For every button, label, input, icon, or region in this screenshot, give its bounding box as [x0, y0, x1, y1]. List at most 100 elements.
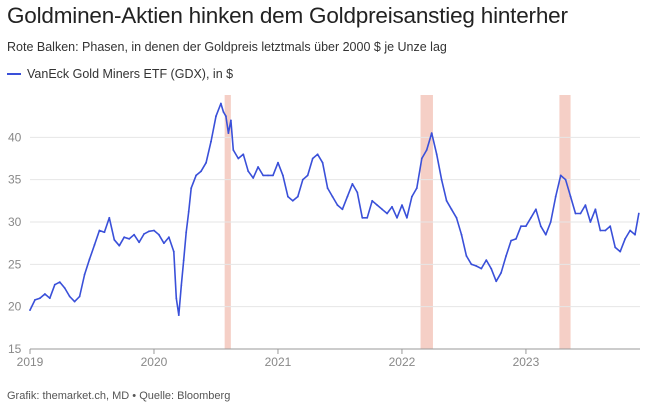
data-point-5: [53, 283, 56, 286]
data-point-108: [535, 208, 537, 211]
data-point-121: [599, 229, 602, 232]
data-point-42: [220, 102, 222, 105]
chart-footer: Grafik: themarket.ch, MD • Quelle: Bloom…: [7, 390, 231, 402]
data-point-18: [118, 244, 121, 247]
data-point-87: [430, 132, 433, 135]
data-point-43: [222, 111, 225, 113]
y-axis: 15 20 25 30 35 40: [8, 130, 22, 356]
data-point-31: [177, 314, 180, 316]
data-point-114: [564, 178, 567, 181]
series-line-gdx: [29, 102, 640, 316]
data-point-66: [326, 187, 329, 190]
legend: VanEck Gold Miners ETF (GDX), in $: [7, 67, 233, 81]
data-point-21: [133, 233, 136, 236]
data-point-125: [619, 250, 622, 253]
data-point-54: [267, 174, 269, 177]
data-point-69: [341, 208, 344, 211]
data-point-27: [163, 242, 165, 245]
data-point-2: [39, 297, 41, 300]
data-point-76: [376, 204, 379, 207]
data-point-70: [346, 195, 349, 198]
y-tick-label-25: 25: [8, 257, 22, 271]
data-point-56: [277, 161, 279, 164]
data-point-55: [272, 174, 274, 177]
data-point-58: [287, 195, 289, 198]
data-point-30: [175, 297, 178, 300]
data-point-101: [500, 271, 502, 274]
data-point-62: [306, 174, 309, 177]
data-point-41: [215, 115, 217, 118]
chart-subtitle: Rote Balken: Phasen, in denen der Goldpr…: [7, 40, 447, 54]
data-point-38: [200, 170, 203, 173]
data-point-115: [569, 195, 572, 198]
x-tick-label-2022: 2022: [389, 355, 416, 369]
data-point-111: [549, 221, 552, 223]
data-point-52: [257, 166, 259, 168]
data-point-49: [242, 153, 245, 156]
data-point-88: [435, 153, 438, 156]
data-point-92: [455, 216, 458, 219]
data-point-74: [366, 216, 369, 219]
data-point-64: [316, 153, 319, 156]
data-point-0: [29, 309, 31, 311]
data-point-12: [88, 258, 91, 261]
chart-title: Goldminen-Aktien hinken dem Goldpreisans…: [7, 3, 568, 28]
grid-lines: [30, 136, 640, 308]
data-point-68: [336, 204, 339, 207]
data-point-11: [83, 273, 86, 276]
data-point-24: [148, 230, 150, 233]
data-point-90: [445, 199, 448, 202]
data-point-93: [460, 233, 463, 236]
data-point-28: [168, 236, 170, 239]
data-point-123: [609, 225, 612, 228]
data-point-82: [406, 216, 408, 219]
data-point-1: [34, 299, 36, 301]
data-point-118: [584, 204, 587, 207]
data-point-120: [594, 208, 597, 211]
data-point-45: [227, 132, 230, 135]
data-point-85: [420, 157, 423, 160]
data-point-117: [579, 212, 582, 215]
data-point-9: [73, 300, 76, 303]
y-tick-label-40: 40: [8, 130, 22, 144]
data-point-61: [301, 178, 304, 181]
data-point-112: [554, 195, 557, 198]
data-point-98: [485, 259, 488, 261]
legend-label: VanEck Gold Miners ETF (GDX), in $: [27, 67, 234, 81]
data-point-51: [252, 177, 255, 179]
data-point-91: [450, 208, 453, 211]
data-point-29: [172, 250, 175, 253]
data-point-33: [182, 259, 185, 261]
data-point-14: [98, 229, 101, 232]
data-point-7: [63, 287, 66, 289]
data-point-103: [510, 239, 512, 242]
y-tick-label-20: 20: [8, 300, 22, 314]
legend-line-swatch: [7, 73, 21, 75]
data-point-89: [440, 178, 443, 181]
data-point-25: [153, 229, 155, 232]
data-point-50: [247, 170, 250, 173]
data-point-107: [530, 216, 532, 219]
data-point-53: [262, 174, 264, 177]
data-point-40: [210, 140, 212, 143]
x-tick-label-2021: 2021: [265, 355, 292, 369]
data-point-3: [44, 293, 46, 295]
data-point-48: [237, 157, 240, 160]
data-point-94: [465, 255, 468, 257]
data-point-23: [143, 233, 146, 235]
data-point-71: [351, 183, 354, 185]
data-point-59: [291, 199, 294, 202]
x-axis: 2019 2020 2021 2022 2023: [17, 348, 640, 369]
data-point-10: [78, 295, 81, 298]
series-group: [29, 102, 640, 316]
data-point-128: [634, 233, 636, 236]
data-point-129: [637, 212, 640, 215]
data-point-35: [187, 210, 190, 213]
data-point-60: [296, 195, 299, 198]
data-point-78: [386, 212, 388, 215]
data-point-4: [48, 297, 51, 300]
y-tick-label-30: 30: [8, 215, 22, 229]
data-point-86: [425, 149, 428, 151]
data-point-20: [128, 238, 131, 240]
